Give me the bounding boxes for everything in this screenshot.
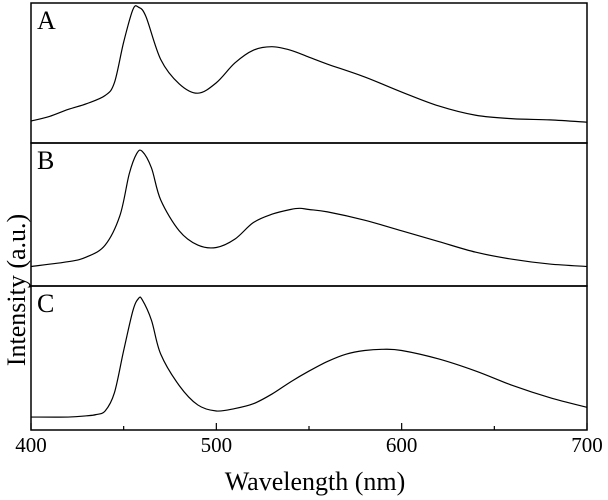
x-tick-label: 600 (386, 433, 418, 457)
panel-label: A (37, 6, 56, 35)
x-tick-label: 400 (15, 433, 47, 457)
spectrum-line-a (30, 5, 588, 123)
panel-label: B (37, 146, 54, 175)
panels-group: A B C (30, 2, 588, 431)
panel-frame (30, 142, 588, 287)
x-axis-ticks: 400 500 600 700 (15, 423, 603, 457)
panel-frame (30, 285, 588, 431)
x-axis-title: Wavelength (nm) (225, 467, 406, 496)
x-tick-label: 500 (201, 433, 233, 457)
panel-c: C (30, 285, 588, 431)
spectrum-line-b (30, 149, 588, 268)
panel-a: A (30, 2, 588, 144)
y-axis-title: Intensity (a.u.) (2, 214, 31, 366)
x-tick-label: 700 (571, 433, 603, 457)
panel-frame (30, 2, 588, 144)
panel-b: B (30, 142, 588, 287)
spectrum-line-c (30, 296, 588, 418)
panel-label: C (37, 289, 54, 318)
